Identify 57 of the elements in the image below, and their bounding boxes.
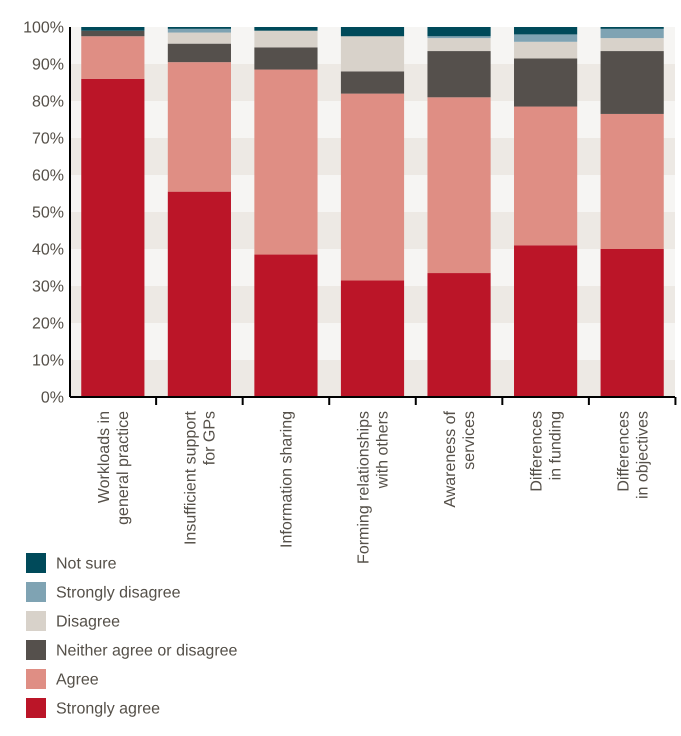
bar: [168, 192, 231, 397]
bar: [340, 36, 404, 72]
y-tick-label: 30%: [32, 278, 64, 296]
bar: [168, 62, 231, 192]
y-tick-label: 50%: [32, 204, 64, 222]
bar: [340, 27, 404, 36]
legend-label: Agree: [56, 672, 99, 689]
x-tick-label: Workloads in general practice: [96, 410, 132, 525]
legend-label: Disagree: [56, 614, 120, 631]
x-tick-label: Awareness of services: [442, 410, 478, 508]
y-tick-label: 60%: [32, 168, 64, 185]
y-tick-label: 80%: [32, 94, 64, 111]
bar: [427, 38, 491, 52]
y-tick-label: 90%: [32, 56, 64, 74]
bar: [254, 27, 318, 31]
bar: [600, 249, 664, 397]
bar: [427, 273, 491, 397]
x-tick-label: Information sharing: [278, 411, 296, 548]
y-tick-label: 10%: [32, 352, 64, 370]
bar: [600, 114, 664, 249]
y-tick-label: 40%: [32, 242, 64, 259]
bar: [427, 51, 491, 98]
bar: [254, 47, 318, 70]
bar: [254, 30, 318, 48]
x-tick-label: Insufficient support for GPs: [182, 410, 218, 546]
bar: [600, 51, 664, 114]
bar: [340, 71, 404, 94]
bar: [168, 28, 231, 33]
bar: [514, 27, 578, 34]
bar: [427, 97, 491, 274]
bar: [427, 27, 491, 36]
bar: [514, 42, 578, 58]
y-tick-label: 100%: [23, 20, 64, 37]
bar: [600, 38, 664, 52]
legend-label: Not sure: [56, 556, 117, 573]
bar: [81, 27, 144, 31]
bar: [600, 28, 664, 38]
bar: [168, 44, 231, 62]
bar: [81, 36, 144, 79]
bar: [254, 254, 318, 397]
legend-label: Strongly agree: [56, 700, 160, 718]
bar: [168, 32, 231, 44]
bar: [340, 280, 404, 397]
y-tick-label: 70%: [32, 130, 64, 148]
legend-label: Neither agree or disagree: [56, 642, 238, 660]
legend-label: Strongly disagree: [56, 584, 181, 602]
y-tick-label: 0%: [40, 390, 64, 407]
y-tick-label: 20%: [32, 316, 64, 333]
bar: [340, 94, 404, 280]
bar: [514, 245, 578, 397]
x-tick-label: Forming relationships with others: [356, 411, 392, 564]
bar: [81, 78, 144, 397]
bar: [514, 58, 578, 107]
bar: [514, 34, 578, 42]
bar: [81, 30, 144, 36]
bar: [254, 70, 318, 255]
bar: [514, 106, 578, 246]
